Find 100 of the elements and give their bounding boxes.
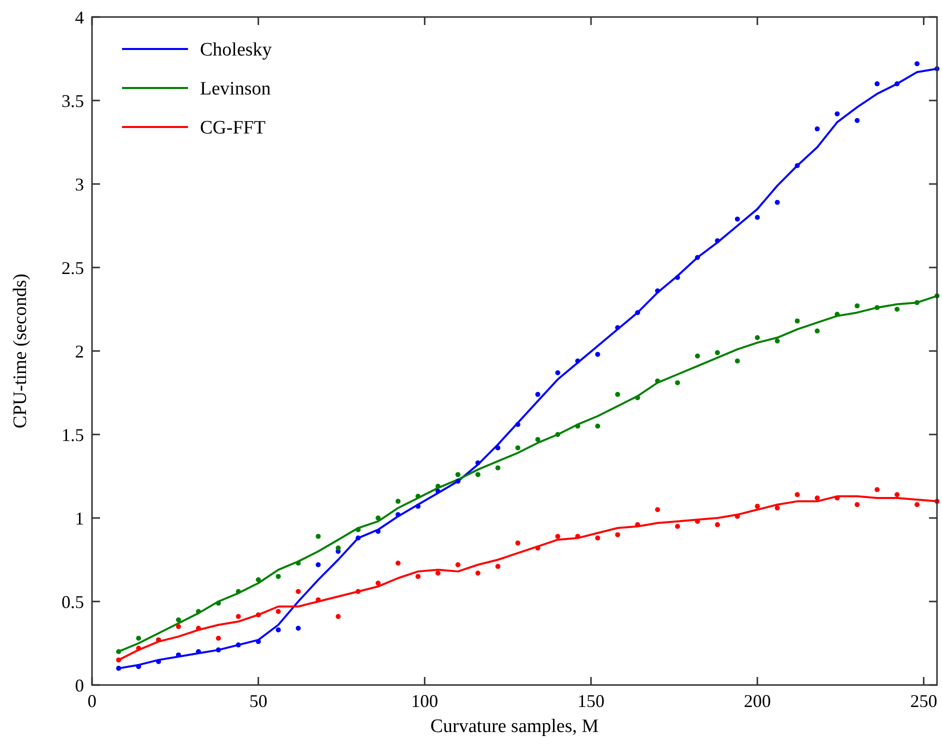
point (754, 335, 760, 340)
point (196, 609, 201, 614)
point (794, 318, 800, 324)
point (734, 514, 740, 519)
point (714, 238, 720, 244)
point (336, 614, 341, 620)
point (754, 504, 760, 509)
point (376, 516, 381, 520)
point (914, 300, 920, 306)
point (176, 617, 181, 622)
point (435, 570, 440, 576)
point (256, 639, 261, 644)
point (595, 424, 600, 429)
point (256, 612, 261, 618)
point (734, 358, 740, 364)
point (675, 524, 680, 529)
point (675, 380, 680, 386)
point (116, 657, 122, 662)
point (714, 350, 720, 356)
point (116, 649, 122, 654)
legend-label: CG-FFT (200, 118, 266, 139)
point (196, 649, 201, 654)
point (455, 472, 460, 478)
point (854, 118, 860, 124)
y-axis-title: CPU-time (seconds) (10, 274, 31, 428)
point (236, 588, 241, 594)
point (256, 577, 261, 582)
point (894, 81, 900, 86)
point (535, 546, 540, 551)
point (774, 338, 780, 344)
point (236, 642, 241, 648)
point (575, 424, 580, 429)
point (774, 505, 780, 510)
point (515, 422, 520, 427)
x-tick-label: 0 (88, 691, 96, 711)
x-axis-title: Curvature samples, M (430, 716, 599, 737)
point (236, 614, 241, 620)
point (296, 626, 301, 631)
point (416, 504, 421, 509)
point (734, 216, 740, 222)
point (555, 534, 560, 539)
point (794, 492, 800, 498)
y-tick-label: 0.5 (62, 592, 84, 612)
point (615, 532, 620, 538)
point (714, 522, 720, 528)
point (635, 522, 640, 528)
point (356, 588, 361, 594)
y-tick-label: 2.5 (62, 258, 84, 278)
y-tick-label: 0 (75, 675, 84, 696)
point (615, 392, 620, 397)
point (435, 488, 440, 494)
point (774, 200, 780, 205)
point (655, 378, 660, 384)
point (296, 560, 301, 566)
point (814, 495, 820, 500)
point (136, 646, 142, 651)
point (894, 306, 900, 312)
point (495, 465, 500, 470)
point (356, 527, 361, 532)
point (874, 487, 880, 492)
point (396, 512, 401, 518)
point (515, 540, 520, 546)
y-tick-label: 1 (75, 508, 84, 528)
point (694, 354, 700, 359)
point (635, 395, 640, 400)
point (655, 288, 660, 294)
point (694, 518, 700, 524)
point (416, 574, 421, 579)
point (675, 275, 680, 280)
point (635, 310, 640, 316)
point (196, 626, 201, 631)
point (376, 580, 381, 586)
point (216, 600, 221, 606)
legend-label: Levinson (200, 78, 272, 100)
point (435, 484, 440, 489)
point (555, 432, 560, 437)
point (475, 472, 480, 478)
point (914, 502, 920, 508)
point (316, 562, 321, 568)
point (834, 312, 840, 317)
point (376, 528, 381, 534)
point (615, 325, 620, 330)
x-tick-label: 50 (249, 691, 268, 711)
point (136, 664, 142, 670)
legend-label: Cholesky (200, 40, 272, 61)
point (296, 588, 301, 594)
point (316, 597, 321, 602)
point (336, 546, 341, 551)
point (216, 647, 221, 652)
point (894, 492, 900, 498)
point (455, 478, 460, 484)
y-tick-label: 1.5 (62, 424, 84, 445)
point (136, 636, 142, 641)
point (794, 163, 800, 168)
point (834, 111, 840, 116)
point (874, 81, 880, 86)
point (834, 495, 840, 500)
point (316, 534, 321, 539)
point (276, 609, 281, 614)
point (814, 328, 820, 334)
